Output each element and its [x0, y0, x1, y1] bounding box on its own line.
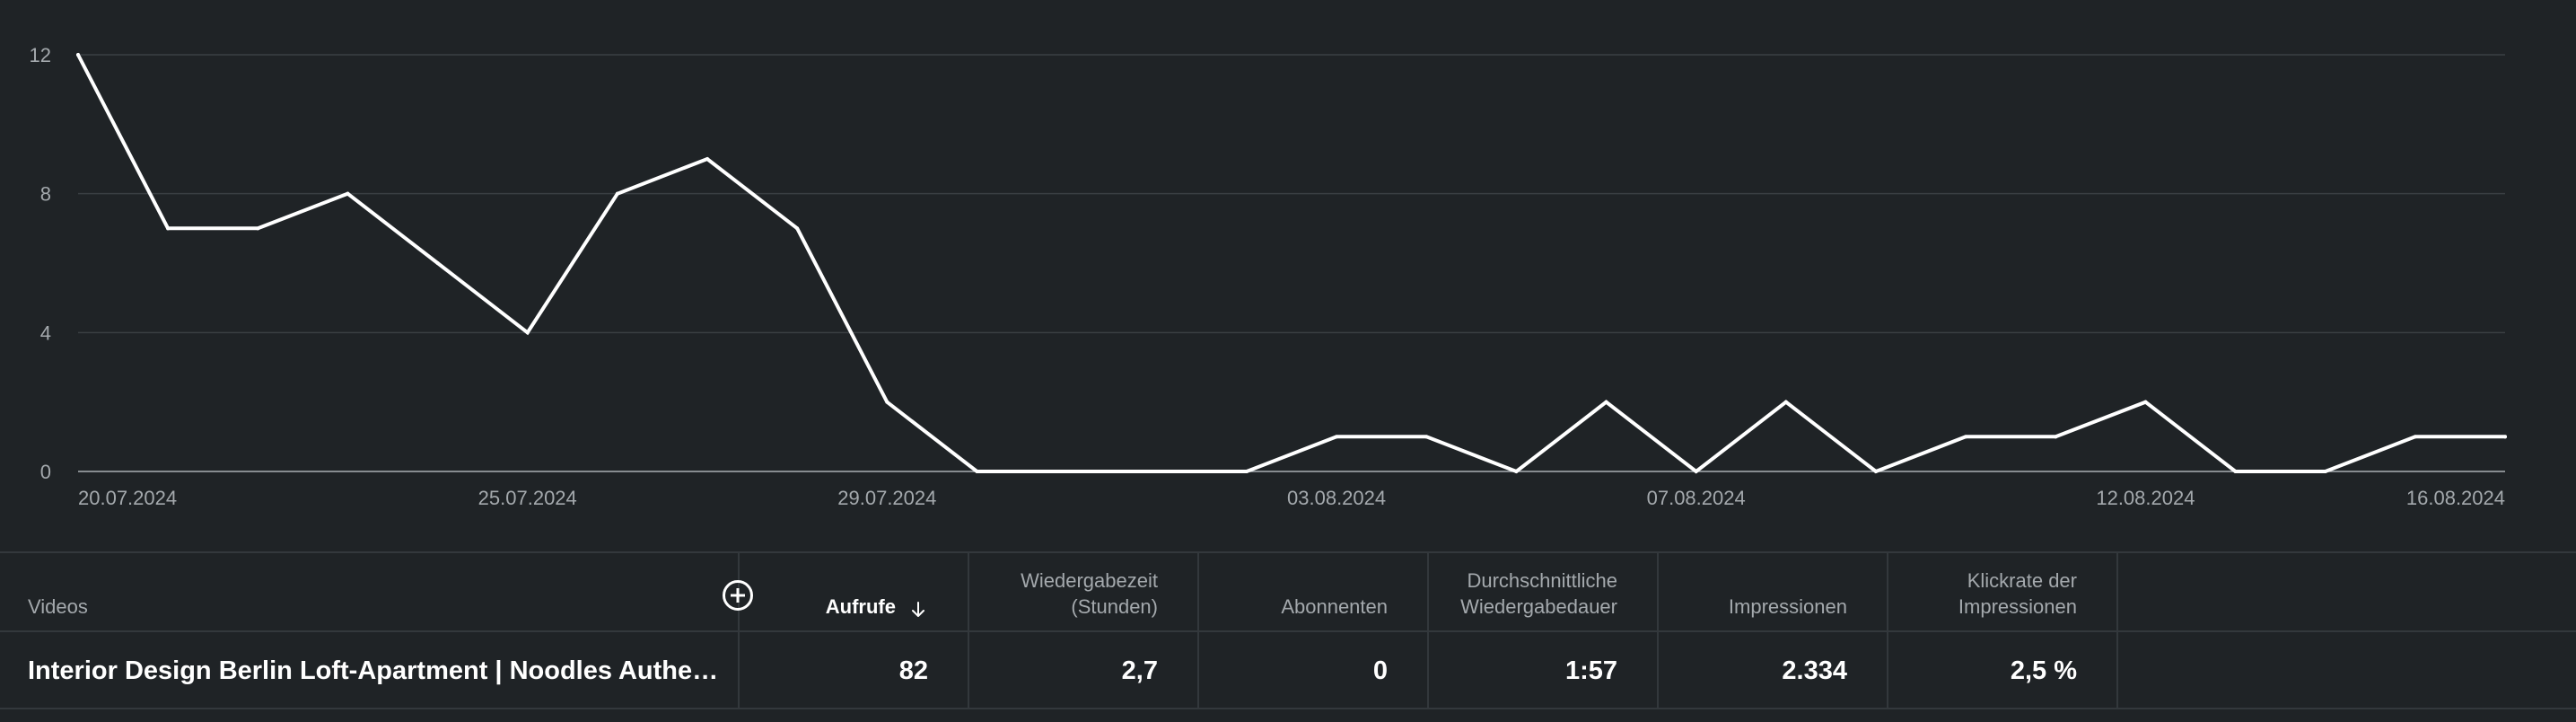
x-tick-label: 03.08.2024 [1287, 487, 1386, 509]
data-point[interactable] [256, 226, 260, 231]
views-line-chart: 0 4 8 12 20.07.2024 25.07.2024 29.07.2024 03.0… [30, 44, 2507, 509]
header-avg-duration-label: Durchschnittliche Wiedergabedauer [1460, 569, 1617, 618]
arrow-down-icon[interactable] [908, 600, 928, 620]
y-tick-label: 8 [40, 183, 51, 206]
subscribers-value: 0 [1372, 656, 1388, 685]
header-subscribers-label: Abonnenten [1281, 595, 1388, 618]
cell-impressions: 2.334 [1659, 632, 1888, 709]
header-videos-label: Videos [28, 595, 88, 618]
data-point[interactable] [1873, 470, 1878, 473]
y-tick-label: 12 [30, 44, 51, 66]
chart-series [76, 53, 2507, 474]
data-point[interactable] [2233, 470, 2238, 473]
data-point[interactable] [1514, 470, 1519, 473]
x-tick-label: 29.07.2024 [837, 487, 936, 509]
data-point[interactable] [525, 330, 530, 335]
data-point[interactable] [1244, 470, 1249, 473]
data-point[interactable] [435, 261, 440, 265]
cell-watch-time: 2,7 [969, 632, 1199, 709]
cell-video-title[interactable]: Interior Design Berlin Loft-Apartment | … [0, 632, 740, 709]
avg-duration-value: 1:57 [1564, 656, 1617, 685]
data-point[interactable] [1604, 400, 1608, 404]
x-tick-label: 16.08.2024 [2406, 487, 2505, 509]
data-point[interactable] [615, 191, 619, 196]
header-ctr[interactable]: Klickrate der Impressionen [1888, 553, 2118, 630]
data-point[interactable] [166, 226, 171, 231]
series-line[interactable] [76, 53, 2507, 474]
data-point[interactable] [975, 470, 979, 473]
video-metrics-table: Videos Aufrufe Wiedergabezeit (Stunden) … [0, 551, 2576, 709]
header-watch-time-label: Wiedergabezeit (Stunden) [1021, 569, 1158, 618]
data-point[interactable] [2143, 400, 2148, 404]
data-point[interactable] [885, 400, 889, 404]
video-title[interactable]: Interior Design Berlin Loft-Apartment | … [28, 656, 728, 685]
data-point[interactable] [1424, 435, 1429, 439]
header-views[interactable]: Aufrufe [740, 553, 969, 630]
data-point[interactable] [2054, 435, 2058, 439]
header-impressions[interactable]: Impressionen [1659, 553, 1888, 630]
header-impressions-label: Impressionen [1728, 595, 1847, 618]
x-tick-label: 25.07.2024 [478, 487, 577, 509]
data-point[interactable] [2323, 470, 2327, 473]
cell-avg-duration: 1:57 [1429, 632, 1659, 709]
watch-time-value: 2,7 [1121, 656, 1158, 685]
chart-gridlines [78, 54, 2505, 472]
ctr-value: 2,5 % [2010, 656, 2077, 685]
data-point[interactable] [2503, 435, 2507, 439]
y-tick-label: 4 [40, 321, 51, 344]
x-tick-label: 07.08.2024 [1647, 487, 1746, 509]
data-point[interactable] [1154, 470, 1159, 473]
header-views-label: Aufrufe [825, 595, 896, 618]
x-axis-ticks: 20.07.2024 25.07.2024 29.07.2024 03.08.2024… [78, 487, 2505, 509]
data-point[interactable] [346, 191, 350, 196]
data-point[interactable] [76, 53, 80, 57]
data-point[interactable] [1065, 470, 1069, 473]
cell-subscribers: 0 [1199, 632, 1429, 709]
y-axis-ticks: 0 4 8 12 [30, 44, 51, 483]
y-tick-label: 0 [40, 461, 51, 483]
header-watch-time[interactable]: Wiedergabezeit (Stunden) [969, 553, 1199, 630]
data-point[interactable] [1783, 400, 1788, 404]
data-point[interactable] [705, 157, 710, 161]
data-point[interactable] [795, 226, 800, 231]
header-avg-duration[interactable]: Durchschnittliche Wiedergabedauer [1429, 553, 1659, 630]
data-point[interactable] [2413, 435, 2417, 439]
cell-views: 82 [740, 632, 969, 709]
x-tick-label: 20.07.2024 [78, 487, 177, 509]
add-column-button[interactable] [723, 580, 753, 611]
data-point[interactable] [1335, 435, 1339, 439]
table-row[interactable]: Interior Design Berlin Loft-Apartment | … [0, 632, 2576, 709]
impressions-value: 2.334 [1782, 656, 1847, 685]
header-ctr-label: Klickrate der Impressionen [1958, 569, 2077, 618]
views-value: 82 [898, 656, 928, 685]
data-point[interactable] [1964, 435, 1968, 439]
table-header-row: Videos Aufrufe Wiedergabezeit (Stunden) … [0, 553, 2576, 632]
data-point[interactable] [1694, 470, 1698, 473]
x-tick-label: 12.08.2024 [2096, 487, 2195, 509]
header-videos: Videos [0, 553, 740, 630]
cell-ctr: 2,5 % [1888, 632, 2118, 709]
header-subscribers[interactable]: Abonnenten [1199, 553, 1429, 630]
